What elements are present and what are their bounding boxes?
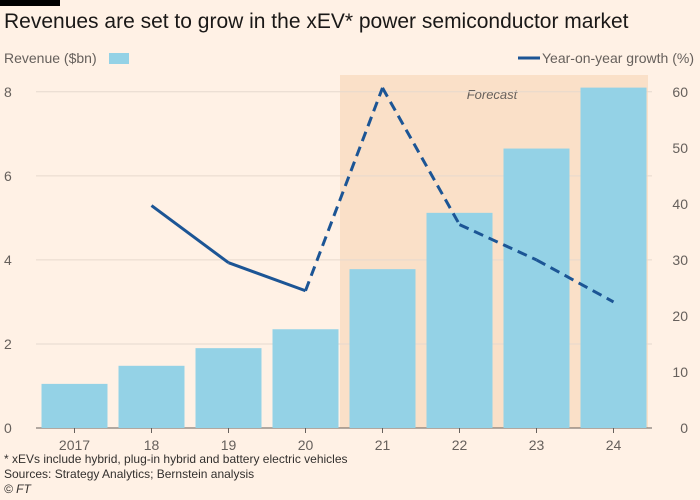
x-tick-label: 23 (529, 437, 545, 453)
x-tick-label: 21 (375, 437, 391, 453)
legend-growth-label: Year-on-year growth (%) (542, 50, 694, 66)
bar-21 (349, 269, 416, 428)
bar-20 (272, 329, 339, 428)
bar-19 (195, 348, 262, 428)
legend-revenue-swatch (109, 53, 129, 64)
left-tick-label: 2 (4, 336, 12, 352)
chart-title: Revenues are set to grow in the xEV* pow… (4, 10, 629, 33)
sources: Sources: Strategy Analytics; Bernstein a… (4, 467, 255, 481)
left-tick-label: 8 (4, 84, 12, 100)
growth-line-segment (227, 261, 307, 293)
right-tick-label: 50 (672, 140, 688, 156)
bar-22 (426, 212, 493, 428)
growth-line-segment (535, 258, 615, 304)
growth-line-segment (150, 204, 230, 264)
x-tick-label: 20 (298, 437, 314, 453)
bar-23 (503, 148, 570, 428)
right-tick-label: 10 (672, 364, 688, 380)
legend-revenue-label: Revenue ($bn) (4, 50, 97, 66)
x-tick-label: 18 (144, 437, 160, 453)
left-tick-label: 4 (4, 252, 12, 268)
right-tick-label: 20 (672, 308, 688, 324)
growth-line-segment (381, 87, 461, 226)
ft-top-bar (0, 0, 60, 6)
x-tick-label: 2017 (59, 437, 90, 453)
forecast-label: Forecast (467, 87, 519, 102)
credit: © FT (4, 482, 31, 496)
left-tick-label: 6 (4, 168, 12, 184)
bar-18 (118, 365, 185, 428)
growth-line-segment (458, 223, 538, 262)
bar-24 (580, 87, 647, 428)
footnote: * xEVs include hybrid, plug-in hybrid an… (4, 452, 348, 466)
right-tick-label: 0 (680, 420, 688, 436)
right-tick-label: 60 (672, 84, 688, 100)
x-tick-label: 24 (606, 437, 622, 453)
left-tick-label: 0 (4, 420, 12, 436)
right-tick-label: 30 (672, 252, 688, 268)
x-tick-label: 19 (221, 437, 237, 453)
bar-2017 (41, 383, 108, 428)
x-tick-label: 22 (452, 437, 468, 453)
growth-line-segment (304, 87, 384, 292)
right-tick-label: 40 (672, 196, 688, 212)
